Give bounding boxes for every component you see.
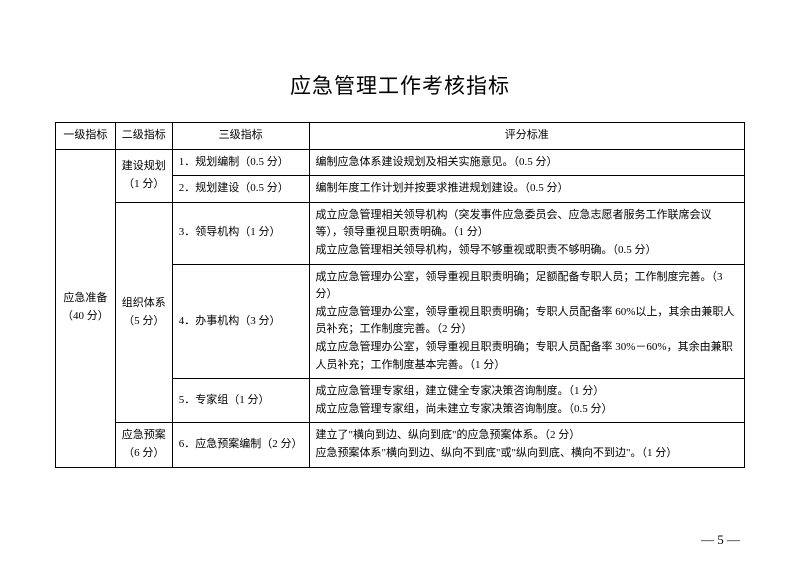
level2-cell: 建设规划（1 分） xyxy=(115,149,172,202)
table-row: 应急准备（40 分）建设规划（1 分）1．规划编制（0.5 分）编制应急体系建设… xyxy=(56,149,745,176)
level3-cell: 5．专家组（1 分） xyxy=(172,379,309,423)
header-level3: 三级指标 xyxy=(172,123,309,150)
header-level1: 一级指标 xyxy=(56,123,116,150)
document-title: 应急管理工作考核指标 xyxy=(55,70,745,100)
level1-cell: 应急准备（40 分） xyxy=(56,149,116,467)
table-row: 组织体系（5 分）3．领导机构（1 分）成立应急管理相关领导机构（突发事件应急委… xyxy=(56,202,745,264)
header-criteria: 评分标准 xyxy=(309,123,745,150)
header-level2: 二级指标 xyxy=(115,123,172,150)
criteria-cell: 成立应急管理相关领导机构（突发事件应急委员会、应急志愿者服务工作联席会议等），领… xyxy=(309,202,745,264)
level2-cell: 应急预案（6 分） xyxy=(115,423,172,467)
level3-cell: 1．规划编制（0.5 分） xyxy=(172,149,309,176)
criteria-cell: 成立应急管理专家组，建立健全专家决策咨询制度。（1 分）成立应急管理专家组，尚未… xyxy=(309,379,745,423)
table-row: 应急预案（6 分）6．应急预案编制（2 分）建立了"横向到边、纵向到底"的应急预… xyxy=(56,423,745,467)
criteria-cell: 编制年度工作计划并按要求推进规划建设。（0.5 分） xyxy=(309,176,745,203)
level3-cell: 4．办事机构（3 分） xyxy=(172,264,309,379)
level2-cell: 组织体系（5 分） xyxy=(115,202,172,423)
level3-cell: 3．领导机构（1 分） xyxy=(172,202,309,264)
criteria-cell: 编制应急体系建设规划及相关实施意见。（0.5 分） xyxy=(309,149,745,176)
level3-cell: 2．规划建设（0.5 分） xyxy=(172,176,309,203)
level3-cell: 6．应急预案编制（2 分） xyxy=(172,423,309,467)
page-number: — 5 — xyxy=(701,532,740,548)
criteria-cell: 成立应急管理办公室，领导重视且职责明确；足额配备专职人员；工作制度完善。（3 分… xyxy=(309,264,745,379)
criteria-cell: 建立了"横向到边、纵向到底"的应急预案体系。（2 分）应急预案体系"横向到边、纵… xyxy=(309,423,745,467)
assessment-table: 一级指标 二级指标 三级指标 评分标准 应急准备（40 分）建设规划（1 分）1… xyxy=(55,122,745,468)
